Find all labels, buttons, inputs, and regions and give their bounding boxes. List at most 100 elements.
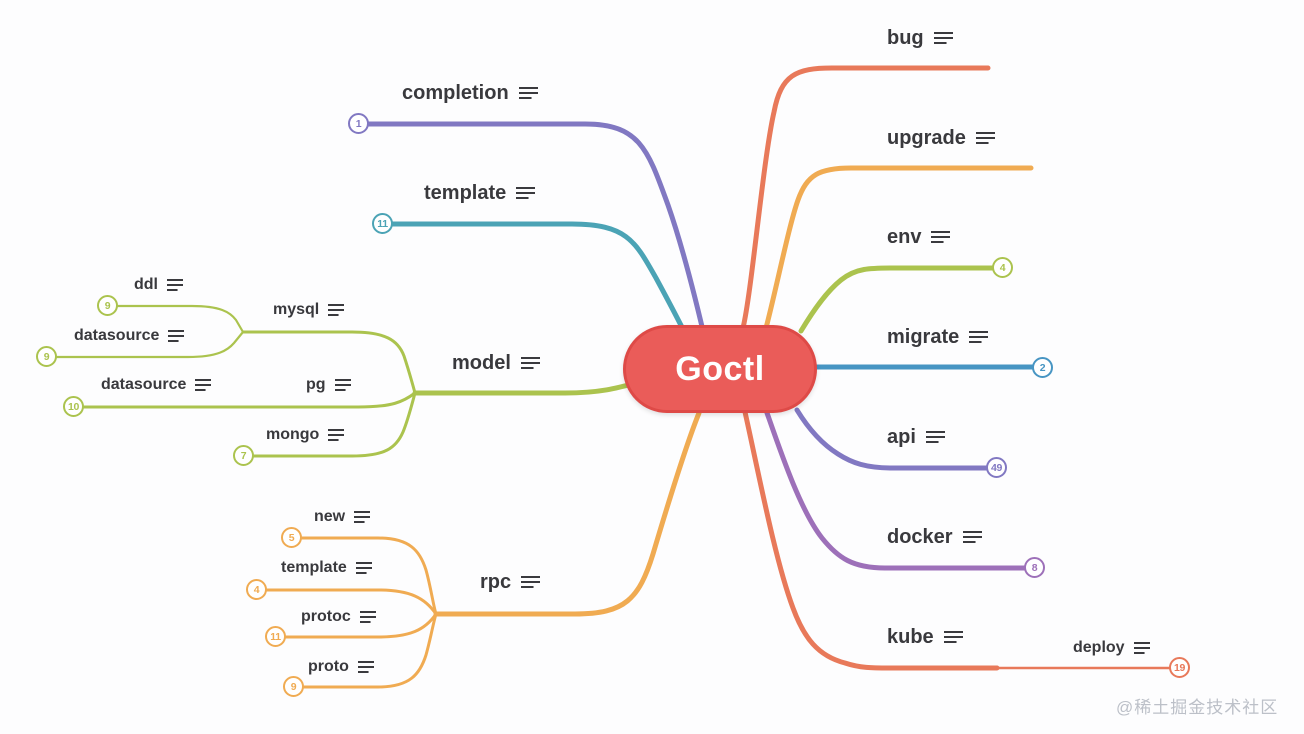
- node-docker[interactable]: docker: [887, 526, 982, 549]
- line-protoc: [283, 612, 438, 639]
- node-mysql[interactable]: mysql: [273, 301, 345, 319]
- node-label: template: [424, 182, 507, 204]
- note-icon[interactable]: [168, 330, 185, 342]
- line-proto: [301, 612, 438, 689]
- line-docker: [763, 407, 1028, 571]
- line-ddl: [114, 304, 245, 334]
- node-datasource-pg[interactable]: datasource: [101, 376, 212, 394]
- note-icon[interactable]: [167, 279, 183, 291]
- note-icon[interactable]: [354, 511, 371, 523]
- note-icon[interactable]: [359, 611, 376, 623]
- node-label: proto: [308, 658, 349, 675]
- node-label: ddl: [134, 276, 158, 293]
- node-env[interactable]: env: [887, 226, 951, 249]
- note-icon[interactable]: [943, 631, 963, 644]
- node-deploy[interactable]: deploy: [1073, 639, 1150, 657]
- node-label: kube: [887, 626, 934, 648]
- node-label: completion: [402, 82, 509, 104]
- node-migrate[interactable]: migrate: [887, 326, 989, 349]
- node-kube[interactable]: kube: [887, 626, 963, 649]
- badge-mongo[interactable]: 7: [233, 445, 254, 466]
- node-label: template: [281, 559, 347, 576]
- line-upgrade: [763, 165, 1034, 331]
- line-model: [412, 379, 643, 396]
- node-mongo[interactable]: mongo: [266, 426, 345, 444]
- note-icon[interactable]: [334, 379, 351, 391]
- line-kube: [742, 409, 1000, 671]
- note-icon[interactable]: [357, 661, 374, 673]
- note-icon[interactable]: [975, 132, 995, 145]
- badge-migrate[interactable]: 2: [1032, 357, 1053, 378]
- badge-new[interactable]: 5: [281, 527, 302, 548]
- center-node-goctl[interactable]: Goctl: [623, 325, 817, 413]
- node-rpc-template[interactable]: template: [281, 559, 372, 577]
- line-api: [794, 407, 990, 471]
- badge-protoc[interactable]: 11: [265, 626, 286, 647]
- line-mongo: [250, 391, 417, 458]
- node-model[interactable]: model: [452, 352, 540, 375]
- badge-api[interactable]: 49: [986, 457, 1007, 478]
- note-icon[interactable]: [328, 304, 345, 316]
- node-label: deploy: [1073, 639, 1125, 656]
- line-bug: [740, 65, 991, 331]
- node-ddl[interactable]: ddl: [134, 276, 183, 294]
- node-rpc[interactable]: rpc: [480, 571, 541, 594]
- node-label: mysql: [273, 301, 320, 318]
- badge-datasource-pg[interactable]: 10: [63, 396, 84, 417]
- note-icon[interactable]: [195, 379, 212, 391]
- node-label: bug: [887, 27, 924, 49]
- node-new[interactable]: new: [314, 508, 371, 526]
- badge-proto[interactable]: 9: [283, 676, 304, 697]
- node-label: migrate: [887, 326, 960, 348]
- node-label: pg: [306, 376, 326, 393]
- badge-ddl[interactable]: 9: [97, 295, 118, 316]
- note-icon[interactable]: [925, 431, 945, 444]
- note-icon[interactable]: [328, 429, 345, 441]
- node-protoc[interactable]: protoc: [301, 608, 376, 626]
- node-label: upgrade: [887, 127, 966, 149]
- watermark: @稀土掘金技术社区: [1116, 698, 1279, 717]
- line-rpc: [433, 410, 702, 617]
- line-pg: [81, 391, 417, 409]
- node-datasource-mysql[interactable]: datasource: [74, 327, 185, 345]
- line-new: [299, 536, 438, 616]
- node-pg[interactable]: pg: [306, 376, 351, 394]
- node-label: docker: [887, 526, 953, 548]
- badge-env[interactable]: 4: [992, 257, 1013, 278]
- node-proto[interactable]: proto: [308, 658, 374, 676]
- badge-datasource-mysql[interactable]: 9: [36, 346, 57, 367]
- node-label: api: [887, 426, 916, 448]
- note-icon[interactable]: [355, 562, 372, 574]
- note-icon[interactable]: [520, 357, 540, 370]
- node-label: env: [887, 226, 922, 248]
- note-icon[interactable]: [931, 231, 951, 244]
- line-datasource-mysql: [53, 330, 245, 359]
- node-label: mongo: [266, 426, 320, 443]
- note-icon[interactable]: [521, 576, 541, 589]
- node-api[interactable]: api: [887, 426, 945, 449]
- badge-template[interactable]: 11: [372, 213, 393, 234]
- node-completion[interactable]: completion: [402, 82, 538, 105]
- node-label: new: [314, 508, 346, 525]
- badge-docker[interactable]: 8: [1024, 557, 1045, 578]
- node-bug[interactable]: bug: [887, 27, 953, 50]
- note-icon[interactable]: [933, 32, 953, 45]
- badge-deploy[interactable]: 19: [1169, 657, 1190, 678]
- node-label: model: [452, 352, 511, 374]
- line-rpc-template: [264, 588, 438, 616]
- note-icon[interactable]: [516, 187, 536, 200]
- note-icon[interactable]: [962, 531, 982, 544]
- node-label: protoc: [301, 608, 351, 625]
- badge-rpc-template[interactable]: 4: [246, 579, 267, 600]
- note-icon[interactable]: [518, 87, 538, 100]
- note-icon[interactable]: [969, 331, 989, 344]
- line-completion: [365, 121, 710, 351]
- node-label: datasource: [101, 376, 187, 393]
- note-icon[interactable]: [1133, 642, 1150, 654]
- line-mysql: [241, 330, 417, 395]
- node-upgrade[interactable]: upgrade: [887, 127, 995, 150]
- badge-completion[interactable]: 1: [348, 113, 369, 134]
- node-template[interactable]: template: [424, 182, 536, 205]
